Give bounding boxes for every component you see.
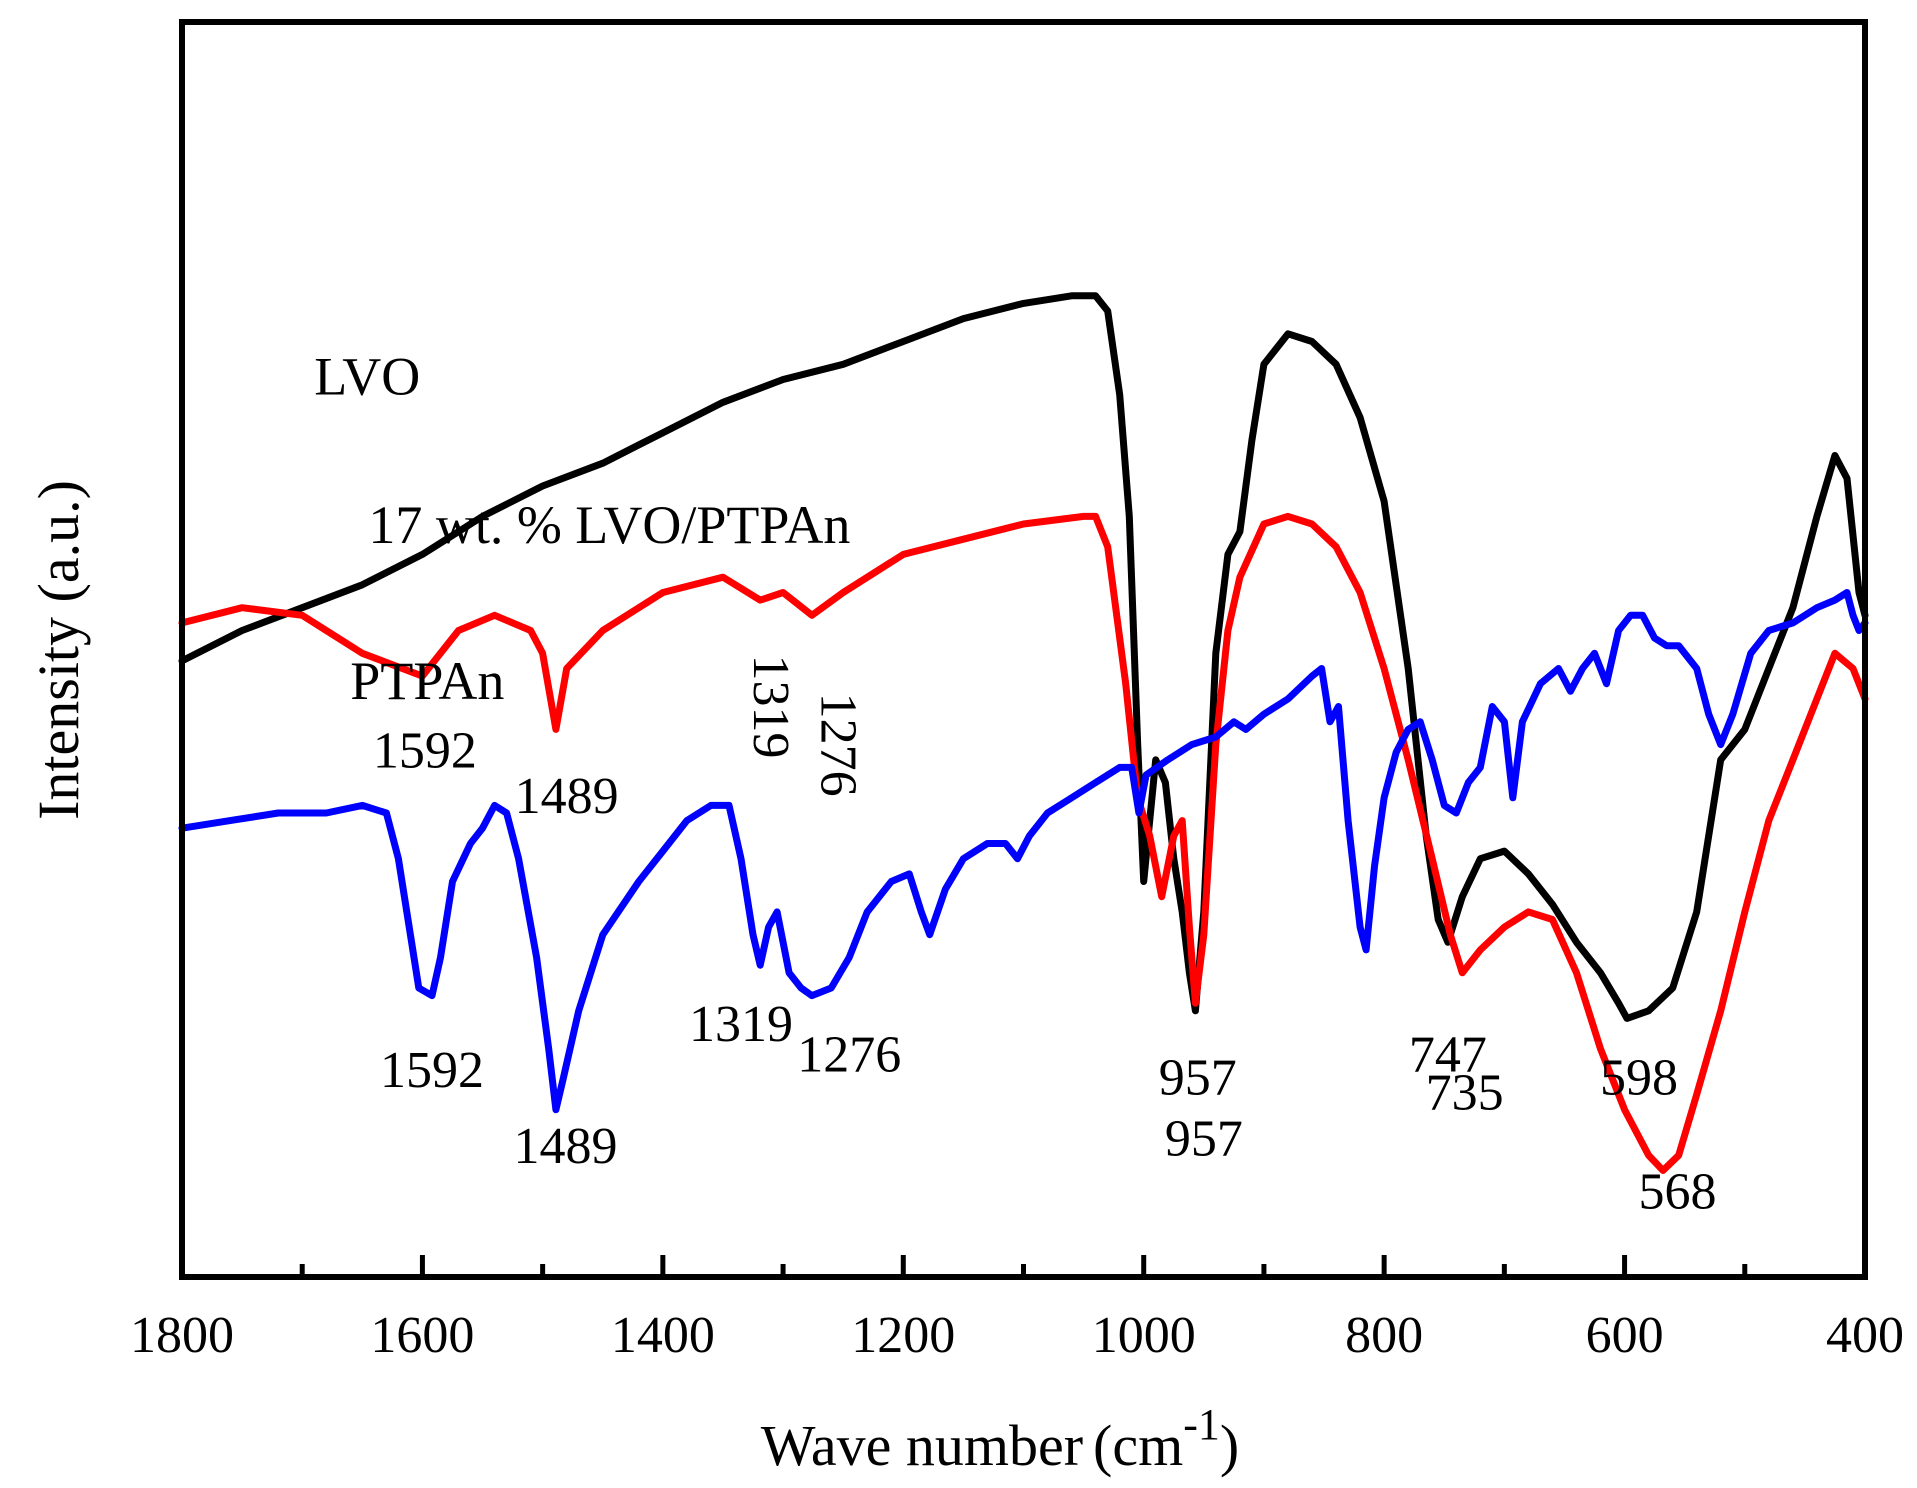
peak-label-9: 568 [1638,1164,1716,1221]
peak-label-3: 1592 [373,722,477,779]
series-label-0: LVO [314,347,420,407]
peak-label-6: 1276 [810,693,867,797]
x-tick-label-0: 1800 [130,1307,234,1364]
peak-label-13: 1276 [797,1027,901,1084]
x-axis-label-unit: (cm [1093,1413,1183,1478]
peak-label-1: 747 [1409,1027,1487,1084]
x-tick-label-5: 800 [1345,1307,1423,1364]
peak-label-5: 1319 [742,655,799,759]
peak-label-12: 1319 [689,996,793,1053]
peak-label-10: 1592 [380,1042,484,1099]
peak-label-2: 598 [1600,1049,1678,1106]
x-axis-label: Wave number (cm-1) [761,1400,1239,1478]
peak-label-0: 957 [1159,1049,1237,1106]
y-axis-label: Intensity (a.u.) [26,480,91,820]
x-tick-label-2: 1400 [611,1307,715,1364]
peak-label-8: 735 [1426,1065,1504,1122]
peak-label-7: 957 [1165,1110,1243,1167]
x-tick-label-7: 400 [1826,1307,1904,1364]
label-layer: LVO 17 wt. % LVO/PTPAn PTPAn 957 747 598 1592 1… [314,347,1716,1221]
x-axis-label-unit-exp: -1 [1183,1400,1220,1449]
series-line-2 [178,589,1869,1114]
x-axis-label-text: Wave number [761,1413,1083,1478]
tick-layer: 1800 1600 1400 1200 1000 800 600 400 [130,1255,1904,1364]
x-tick-label-3: 1200 [851,1307,955,1364]
x-tick-label-1: 1600 [370,1307,474,1364]
peak-label-11: 1489 [513,1118,617,1175]
series-label-2: PTPAn [350,651,504,711]
x-tick-label-6: 600 [1586,1307,1664,1364]
x-axis-label-unit-close: ) [1220,1413,1239,1478]
series-line-0 [178,292,1869,1022]
x-tick-label-4: 1000 [1092,1307,1196,1364]
series-label-1: 17 wt. % LVO/PTPAn [368,495,850,555]
peak-label-4: 1489 [515,768,619,825]
series-line-1 [178,512,1869,1174]
series-layer [178,292,1869,1174]
